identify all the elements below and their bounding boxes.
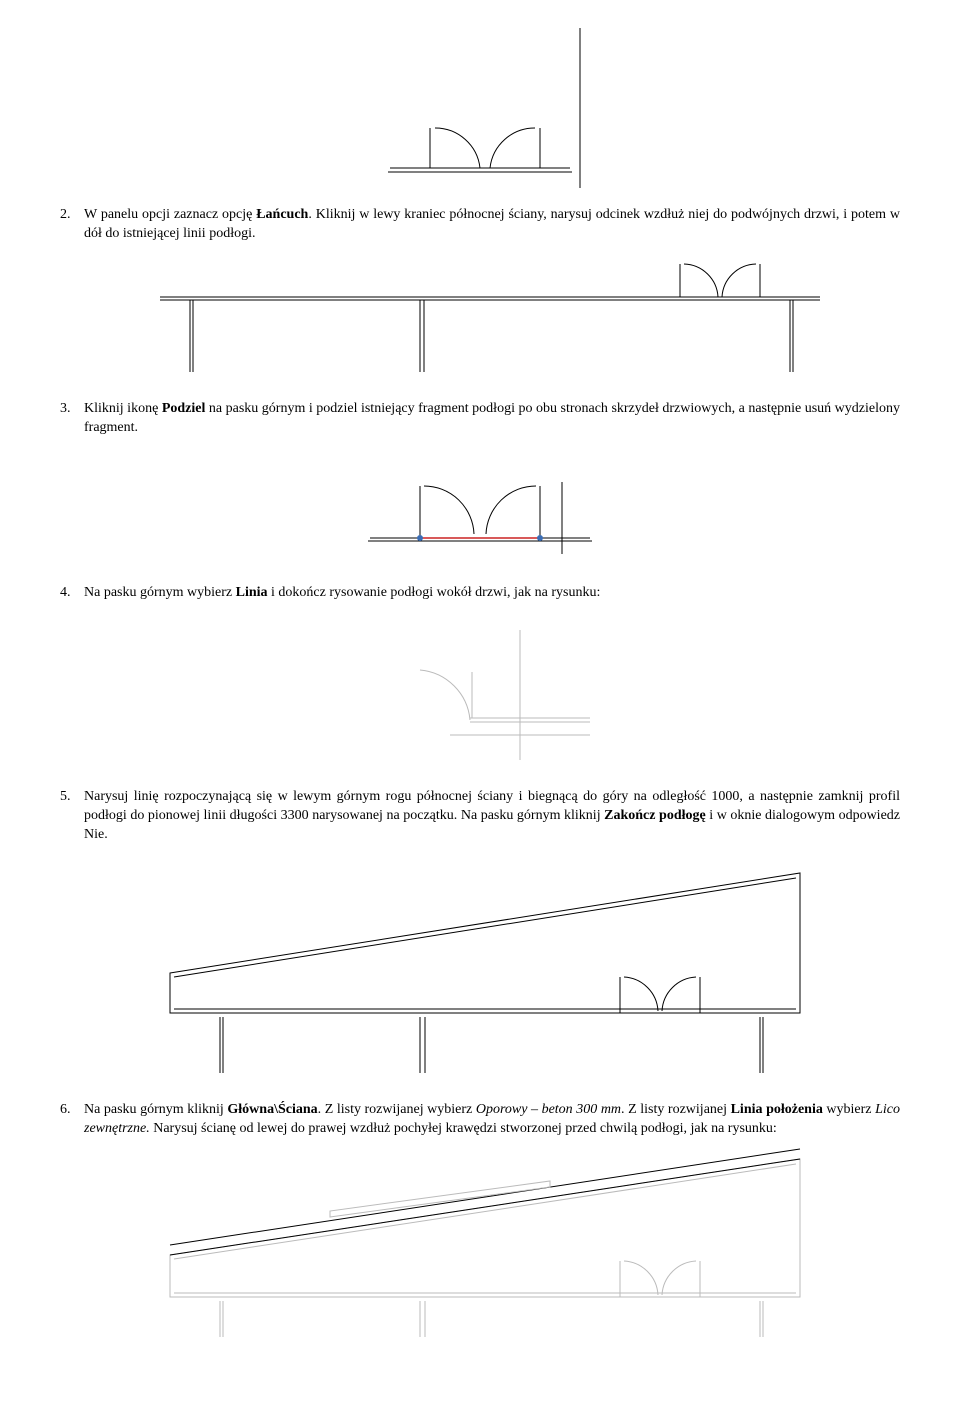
step-5: 5. Narysuj linię rozpoczynającą się w le… xyxy=(60,788,900,845)
step-number: 4. xyxy=(60,584,84,603)
step-text: Narysuj linię rozpoczynającą się w lewym… xyxy=(84,788,900,845)
figure-6 xyxy=(120,1147,840,1337)
figure-2 xyxy=(130,252,830,382)
figure-4 xyxy=(360,610,600,770)
figure-5 xyxy=(120,853,840,1083)
step-text: Kliknij ikonę Podziel na pasku górnym i … xyxy=(84,400,900,438)
step-text: Na pasku górnym kliknij Główna\Ściana. Z… xyxy=(84,1101,900,1139)
step-3: 3. Kliknij ikonę Podziel na pasku górnym… xyxy=(60,400,900,438)
step-number: 3. xyxy=(60,400,84,438)
figure-3 xyxy=(340,446,620,566)
step-number: 6. xyxy=(60,1101,84,1139)
step-number: 5. xyxy=(60,788,84,845)
step-text: W panelu opcji zaznacz opcję Łańcuch. Kl… xyxy=(84,206,900,244)
figure-1 xyxy=(350,28,610,188)
step-2: 2. W panelu opcji zaznacz opcję Łańcuch.… xyxy=(60,206,900,244)
step-number: 2. xyxy=(60,206,84,244)
step-6: 6. Na pasku górnym kliknij Główna\Ściana… xyxy=(60,1101,900,1139)
step-text: Na pasku górnym wybierz Linia i dokończ … xyxy=(84,584,900,603)
step-4: 4. Na pasku górnym wybierz Linia i dokoń… xyxy=(60,584,900,603)
